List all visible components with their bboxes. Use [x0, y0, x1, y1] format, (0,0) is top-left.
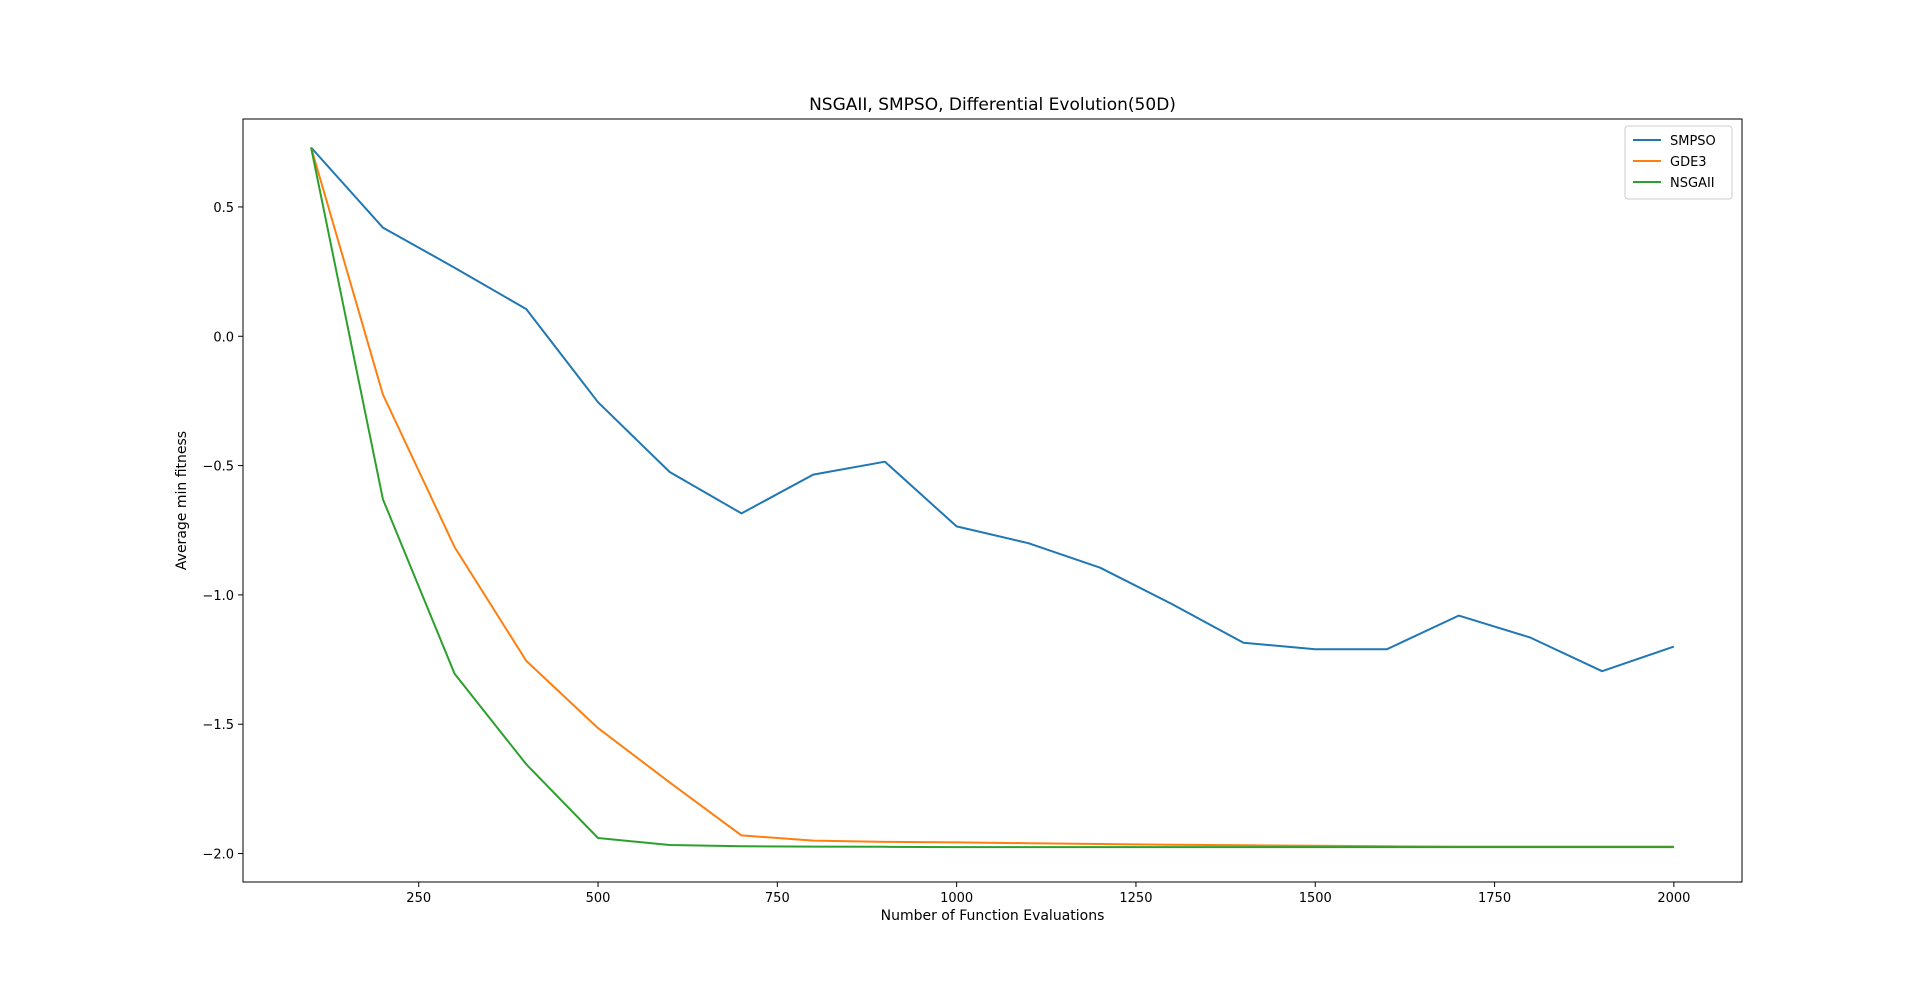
plot-frame — [242, 118, 1743, 883]
y-tick-label: 0.0 — [213, 330, 234, 345]
series-line-smpso — [310, 146, 1675, 673]
x-tick-label: 1500 — [1299, 891, 1332, 906]
x-tick-label: 500 — [586, 891, 611, 906]
series-layer — [310, 146, 1675, 849]
x-tick-label: 2000 — [1657, 891, 1690, 906]
y-tick-label: 0.5 — [213, 201, 234, 216]
x-tick-label: 250 — [406, 891, 431, 906]
x-axis-title: Number of Function Evaluations — [881, 908, 1105, 924]
y-tick-label: −0.5 — [202, 460, 234, 475]
y-axis-title: Average min fitness — [174, 431, 190, 570]
legend: SMPSO GDE3 NSGAII — [1624, 125, 1733, 200]
legend-label-smpso: SMPSO — [1670, 134, 1716, 149]
y-tick-label: −1.5 — [202, 718, 234, 733]
chart-title: NSGAII, SMPSO, Differential Evolution(50… — [809, 95, 1176, 115]
legend-box — [1624, 125, 1733, 200]
legend-label-nsgaii: NSGAII — [1670, 176, 1715, 191]
legend-label-gde3: GDE3 — [1670, 155, 1707, 170]
x-tick-label: 1000 — [940, 891, 973, 906]
x-tick-label: 1750 — [1478, 891, 1511, 906]
y-axis: 0.5 0.0 −0.5 −1.0 −1.5 −2.0 — [202, 201, 243, 863]
x-axis: 250 500 750 1000 1250 1500 1750 2000 — [406, 882, 1690, 906]
y-tick-label: −1.0 — [202, 589, 234, 604]
y-tick-label: −2.0 — [202, 848, 234, 863]
x-tick-label: 750 — [765, 891, 790, 906]
x-tick-label: 1250 — [1119, 891, 1152, 906]
series-line-nsgaii — [310, 147, 1674, 849]
